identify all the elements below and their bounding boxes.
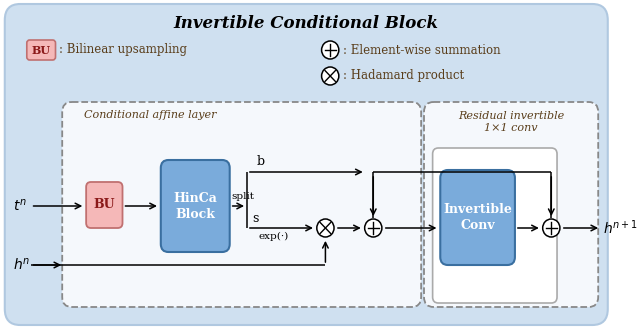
Text: BU: BU [93, 198, 115, 212]
Text: split: split [232, 192, 255, 201]
Text: s: s [253, 212, 259, 225]
Text: 1×1 conv: 1×1 conv [484, 123, 538, 133]
FancyBboxPatch shape [27, 40, 56, 60]
Text: Residual invertible: Residual invertible [458, 111, 564, 121]
Text: Invertible: Invertible [443, 203, 512, 216]
FancyBboxPatch shape [424, 102, 598, 307]
FancyBboxPatch shape [4, 4, 608, 325]
Circle shape [321, 41, 339, 59]
FancyBboxPatch shape [440, 170, 515, 265]
Text: $t^n$: $t^n$ [13, 198, 28, 214]
Text: $h^{n+1}$: $h^{n+1}$ [603, 219, 638, 237]
Text: : Bilinear upsampling: : Bilinear upsampling [60, 43, 188, 57]
Text: HinCa: HinCa [173, 191, 217, 205]
Circle shape [365, 219, 382, 237]
Text: Conditional affine layer: Conditional affine layer [84, 110, 217, 120]
Text: BU: BU [31, 44, 51, 56]
Text: b: b [257, 155, 264, 168]
FancyBboxPatch shape [86, 182, 122, 228]
Text: Block: Block [175, 208, 215, 220]
Circle shape [543, 219, 560, 237]
Circle shape [321, 67, 339, 85]
Text: Invertible Conditional Block: Invertible Conditional Block [174, 14, 439, 32]
Text: Conv: Conv [460, 219, 495, 232]
FancyBboxPatch shape [62, 102, 421, 307]
FancyBboxPatch shape [161, 160, 230, 252]
Text: $h^n$: $h^n$ [13, 257, 31, 273]
FancyBboxPatch shape [433, 148, 557, 303]
Text: : Element-wise summation: : Element-wise summation [342, 43, 500, 57]
Text: : Hadamard product: : Hadamard product [342, 69, 464, 83]
Circle shape [317, 219, 334, 237]
Text: exp(·): exp(·) [259, 232, 289, 241]
